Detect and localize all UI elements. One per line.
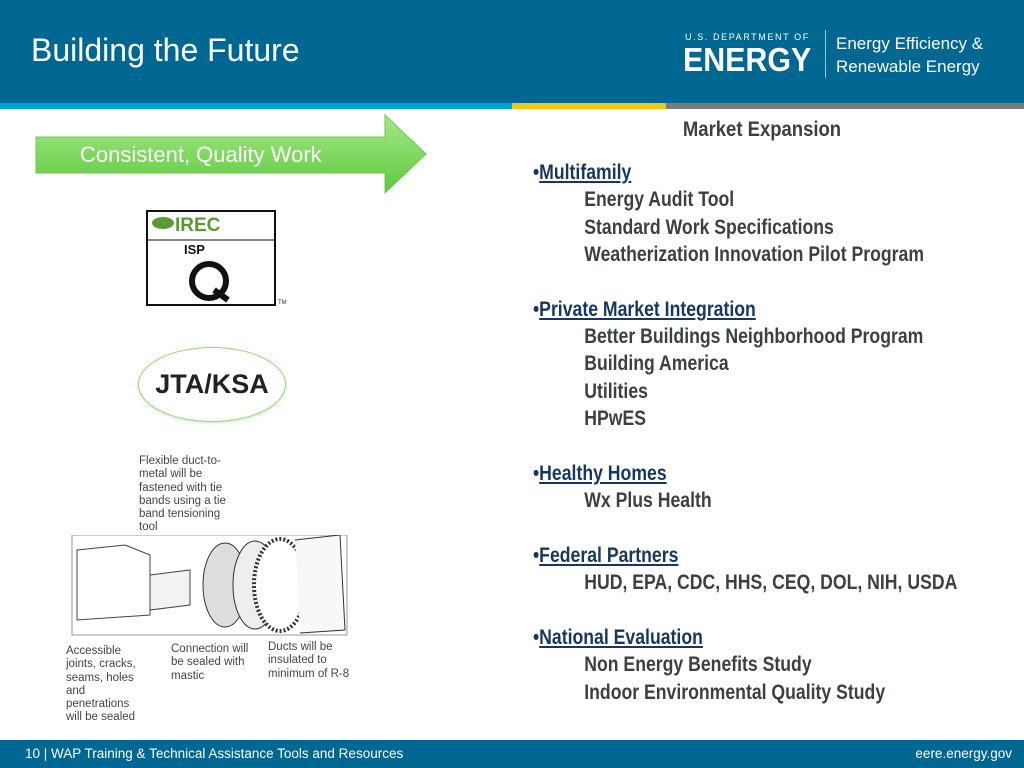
label-line: and <box>66 684 86 697</box>
group-heading: •Healthy Homes <box>533 460 1024 487</box>
label-line: metal will be <box>139 468 203 481</box>
market-expansion-title: Market Expansion <box>682 118 842 141</box>
stripe-blue <box>0 103 512 109</box>
label-line: fastened with tie <box>139 481 223 494</box>
label-line: be sealed with <box>171 656 245 669</box>
bullet: • <box>533 543 540 567</box>
group-heading: •Federal Partners <box>533 542 1024 569</box>
spacer <box>533 597 1024 624</box>
office-line-1: Energy Efficiency & <box>836 34 984 53</box>
label-line: will be sealed <box>66 711 136 724</box>
bullet: • <box>533 625 540 649</box>
label-line: band tensioning <box>139 508 221 521</box>
label-ducts: Ducts will be insulated to minimum of R-… <box>268 641 349 681</box>
group-item: Better Buildings Neighborhood Program <box>584 325 924 349</box>
group-heading-text: Multifamily <box>539 161 632 184</box>
footer-slide-info: 10 | WAP Training & Technical Assistance… <box>25 746 404 761</box>
svg-text:ISP: ISP <box>184 242 205 257</box>
spacer <box>533 432 1024 459</box>
label-joints: Accessible joints, cracks, seams, holes … <box>66 645 136 725</box>
group-heading-text: Federal Partners <box>539 543 679 567</box>
label-line: insulated to <box>268 654 327 667</box>
bullet: • <box>533 161 540 184</box>
label-line: mastic <box>171 669 205 682</box>
group-item: Non Energy Benefits Study <box>584 653 812 677</box>
label-connection: Connection will be sealed with mastic <box>171 643 248 683</box>
group-item: Weatherization Innovation Pilot Program <box>584 243 925 267</box>
group-heading-text: Healthy Homes <box>539 461 667 485</box>
logo-divider <box>825 30 826 78</box>
label-line: minimum of R-8 <box>268 667 350 680</box>
spacer <box>533 514 1024 541</box>
spacer <box>533 268 1024 295</box>
label-line: bands using a tie <box>139 494 226 507</box>
group-item: Wx Plus Health <box>584 489 712 513</box>
svg-text:IREC: IREC <box>175 215 221 236</box>
label-line: Connection will <box>171 643 249 655</box>
svg-text:TM: TM <box>278 300 287 306</box>
label-line: seams, holes <box>66 671 134 684</box>
group-item: Indoor Environmental Quality Study <box>584 680 886 704</box>
group-heading-text: Private Market Integration <box>539 297 756 321</box>
footer-url[interactable]: eere.energy.gov <box>915 746 1012 761</box>
duct-diagram <box>71 535 348 636</box>
irec-ispq-logo: IREC ISP TM <box>146 210 287 306</box>
arrow-shape <box>35 113 427 195</box>
group-item: HUD, EPA, CDC, HHS, CEQ, DOL, NIH, USDA <box>584 571 958 595</box>
group-item: Utilities <box>584 379 648 403</box>
doe-logo-big: ENERGY <box>683 41 812 78</box>
group-heading: •National Evaluation <box>533 624 1024 651</box>
group-item: Standard Work Specifications <box>584 215 834 239</box>
label-tie-bands: Flexible duct-to- metal will be fastened… <box>139 455 226 535</box>
stripe-yellow <box>512 103 666 109</box>
page-title: Building the Future <box>31 32 300 68</box>
group-item: Energy Audit Tool <box>584 188 735 212</box>
group-heading: •Multifamily <box>533 159 1024 186</box>
group-heading-text: National Evaluation <box>539 625 703 649</box>
bullet: • <box>533 461 540 485</box>
doe-logo-small: U.S. DEPARTMENT OF <box>685 32 810 42</box>
office-name: Energy Efficiency & Renewable Energy <box>836 32 983 78</box>
header-bar: Building the Future U.S. DEPARTMENT OF E… <box>0 0 1024 103</box>
footer-bar: 10 | WAP Training & Technical Assistance… <box>0 740 1024 768</box>
label-line: penetrations <box>66 698 130 711</box>
group-item: Building America <box>584 352 729 376</box>
label-line: joints, cracks, <box>66 658 136 671</box>
market-list: •Multifamily Energy Audit Tool Standard Wo… <box>533 159 1024 706</box>
arrow-label: Consistent, Quality Work <box>80 142 322 167</box>
label-line: tool <box>139 521 158 534</box>
group-heading: •Private Market Integration <box>533 296 1024 323</box>
group-item: HPwES <box>584 407 647 431</box>
stripe-gray <box>666 103 1024 109</box>
bullet: • <box>533 297 540 321</box>
label-line: Flexible duct-to- <box>139 455 221 467</box>
label-line: Ducts will be <box>268 641 333 653</box>
jta-ksa-oval: JTA/KSA <box>138 347 286 422</box>
color-stripe <box>0 103 1024 109</box>
office-line-2: Renewable Energy <box>836 57 980 76</box>
label-line: Accessible <box>66 645 121 657</box>
